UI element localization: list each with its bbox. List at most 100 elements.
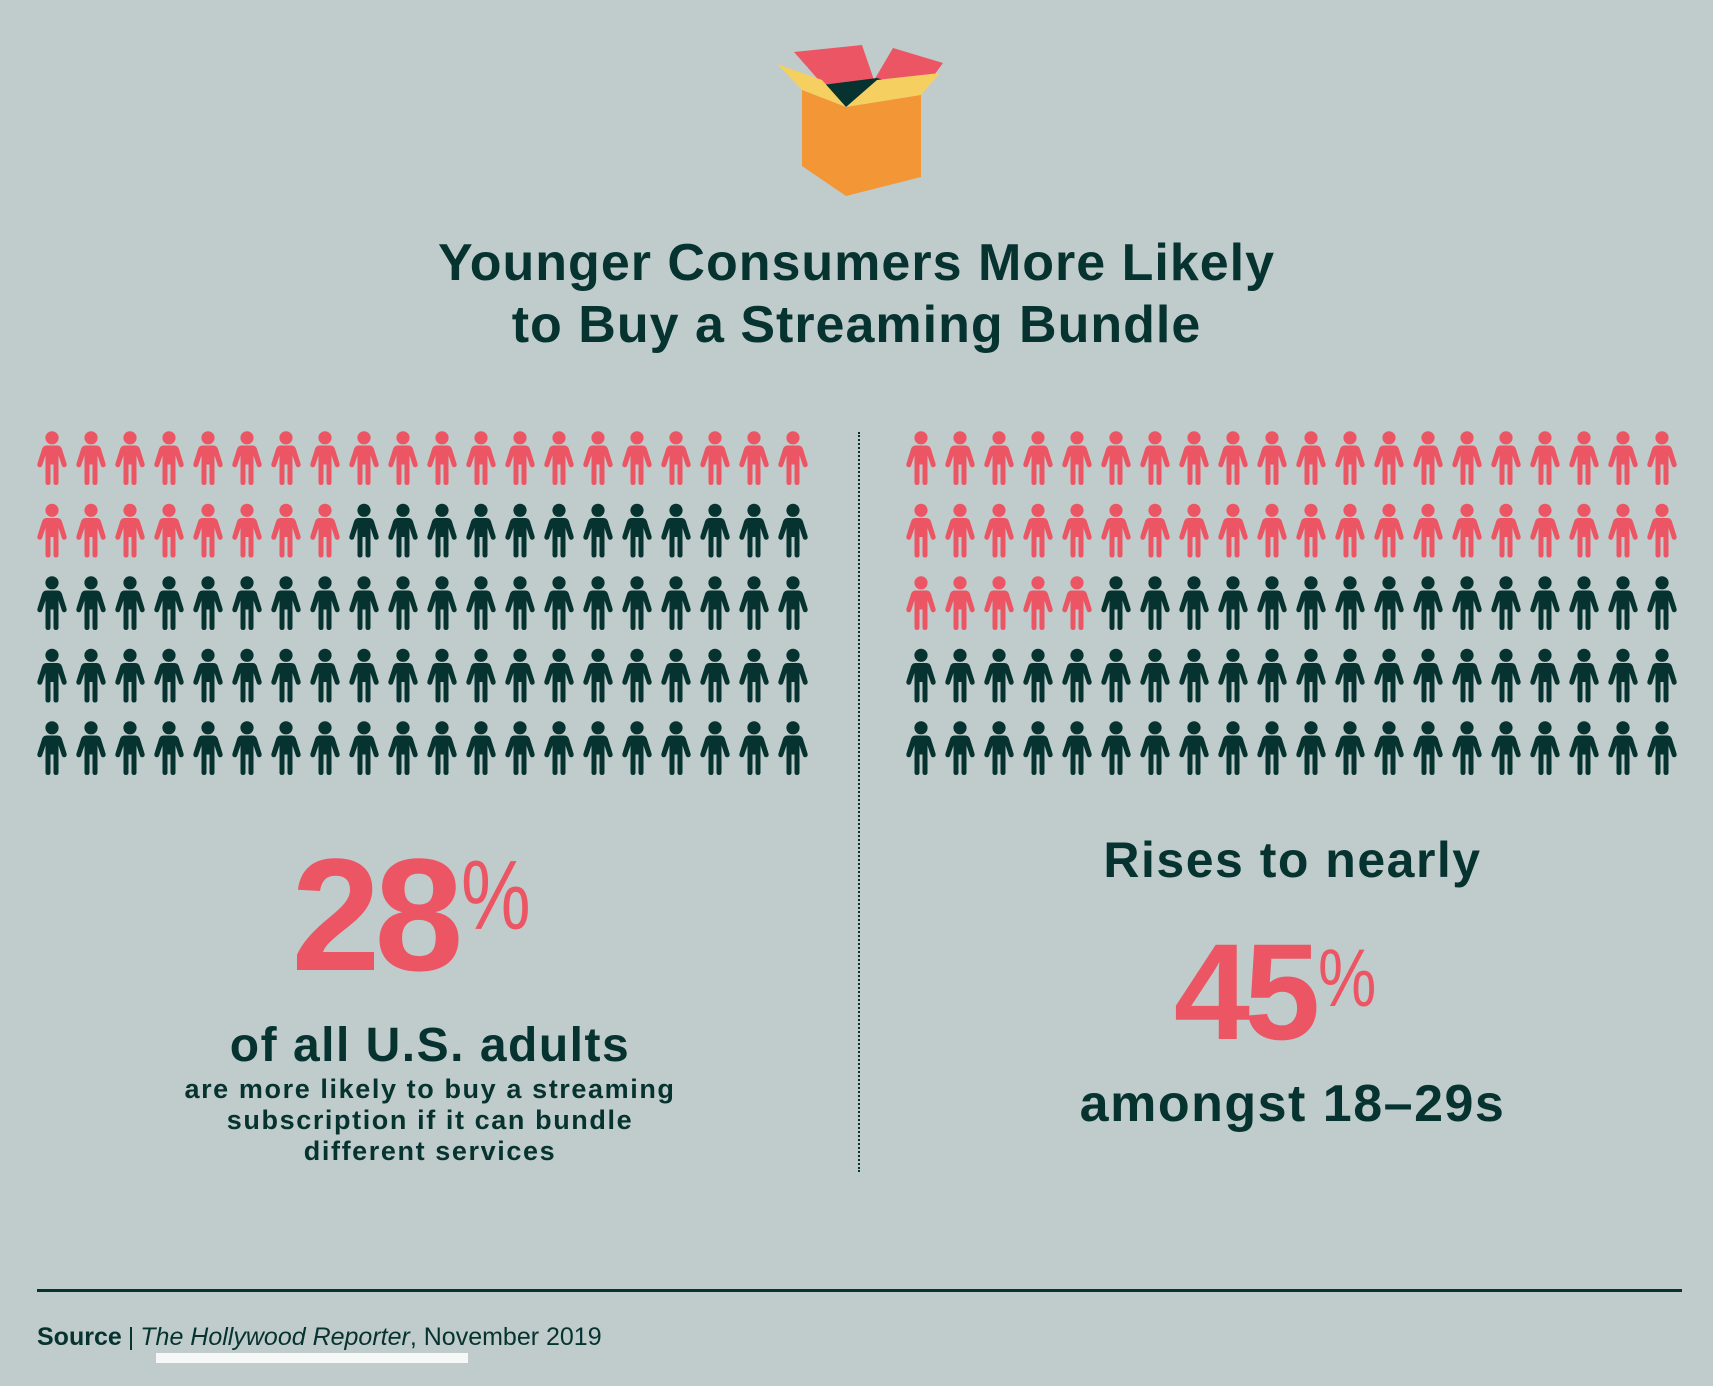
person-icon (271, 721, 301, 775)
person-icon (700, 648, 730, 703)
person-icon-highlighted (945, 503, 975, 558)
person-icon-highlighted (1062, 503, 1092, 558)
person-icon (388, 648, 418, 703)
person-icon-highlighted (1413, 503, 1443, 558)
person-icon (1335, 648, 1365, 703)
person-icon (427, 721, 457, 775)
person-icon (622, 648, 652, 703)
person-icon (505, 648, 535, 703)
box-flap-front-right (846, 73, 940, 107)
person-icon-highlighted (193, 431, 223, 485)
person-icon (1374, 648, 1404, 703)
open-box-icon (777, 45, 943, 196)
title-line-2: to Buy a Streaming Bundle (511, 296, 1202, 354)
person-icon-highlighted (1647, 431, 1677, 485)
person-icon-highlighted (271, 503, 301, 558)
person-icon-highlighted (1491, 431, 1521, 485)
description-line: are more likely to buy a streaming (184, 1074, 676, 1104)
person-icon (466, 721, 496, 775)
person-icon (1062, 721, 1092, 775)
person-icon (1374, 576, 1404, 630)
person-icon-highlighted (1296, 431, 1326, 485)
person-icon (1647, 576, 1677, 630)
person-icon (661, 648, 691, 703)
person-icon (906, 648, 936, 703)
person-icon (1296, 648, 1326, 703)
source-publication-link[interactable]: The Hollywood Reporter (140, 1323, 410, 1351)
person-icon (1101, 648, 1131, 703)
person-icon-highlighted (1608, 503, 1638, 558)
person-icon-highlighted (700, 431, 730, 485)
person-icon-highlighted (739, 431, 769, 485)
person-icon (37, 648, 67, 703)
person-icon-highlighted (37, 503, 67, 558)
person-icon (1530, 648, 1560, 703)
person-icon (622, 503, 652, 558)
person-icon (544, 503, 574, 558)
person-icon (37, 721, 67, 775)
person-icon-highlighted (1374, 431, 1404, 485)
person-icon-highlighted (505, 431, 535, 485)
person-icon (349, 503, 379, 558)
separator: | (127, 1323, 135, 1351)
person-icon-highlighted (984, 503, 1014, 558)
person-icon (349, 648, 379, 703)
person-icon-highlighted (115, 431, 145, 485)
percent-sign: % (461, 840, 532, 950)
person-icon (544, 648, 574, 703)
person-icon (1608, 721, 1638, 775)
person-icon (1140, 576, 1170, 630)
person-icon (1491, 576, 1521, 630)
person-icon (583, 721, 613, 775)
person-icon (945, 721, 975, 775)
person-icon-highlighted (271, 431, 301, 485)
stat-description: are more likely to buy a streaming subsc… (60, 1074, 800, 1167)
person-icon (1179, 721, 1209, 775)
person-icon (984, 721, 1014, 775)
person-icon (1569, 576, 1599, 630)
person-icon (1179, 648, 1209, 703)
person-icon (388, 721, 418, 775)
person-icon-highlighted (154, 431, 184, 485)
person-icon-highlighted (1296, 503, 1326, 558)
person-icon (154, 648, 184, 703)
percent-sign: % (1318, 933, 1377, 1024)
person-icon (427, 503, 457, 558)
person-icon (661, 721, 691, 775)
person-icon (1608, 576, 1638, 630)
footer-rule (37, 1289, 1682, 1292)
person-icon-highlighted (193, 503, 223, 558)
person-icon (154, 576, 184, 630)
source-link-underline (156, 1353, 468, 1363)
person-icon (1218, 648, 1248, 703)
person-icon-highlighted (544, 431, 574, 485)
person-icon-highlighted (1023, 576, 1053, 630)
person-icon-highlighted (1218, 431, 1248, 485)
person-icon-highlighted (661, 431, 691, 485)
person-icon (37, 576, 67, 630)
person-icon (232, 721, 262, 775)
person-icon (310, 576, 340, 630)
person-icon-highlighted (906, 503, 936, 558)
box-flap-front-left (777, 64, 846, 107)
source-footer: Source | The Hollywood Reporter, November … (37, 1322, 602, 1352)
box-flap-back-right (873, 48, 943, 82)
person-icon (388, 503, 418, 558)
person-icon-highlighted (1062, 431, 1092, 485)
person-icon (1491, 648, 1521, 703)
person-icon-highlighted (115, 503, 145, 558)
person-icon (427, 648, 457, 703)
description-line: different services (303, 1136, 557, 1166)
person-icon (1374, 721, 1404, 775)
person-icon (505, 721, 535, 775)
person-icon-highlighted (1179, 431, 1209, 485)
person-icon-highlighted (427, 431, 457, 485)
person-icon-highlighted (76, 503, 106, 558)
pictogram-grid-18-29 (906, 431, 1677, 775)
pictogram-grids (37, 431, 1677, 775)
person-icon (1140, 721, 1170, 775)
person-icon-highlighted (37, 431, 67, 485)
person-icon (1218, 721, 1248, 775)
person-icon (739, 576, 769, 630)
person-icon (1023, 648, 1053, 703)
